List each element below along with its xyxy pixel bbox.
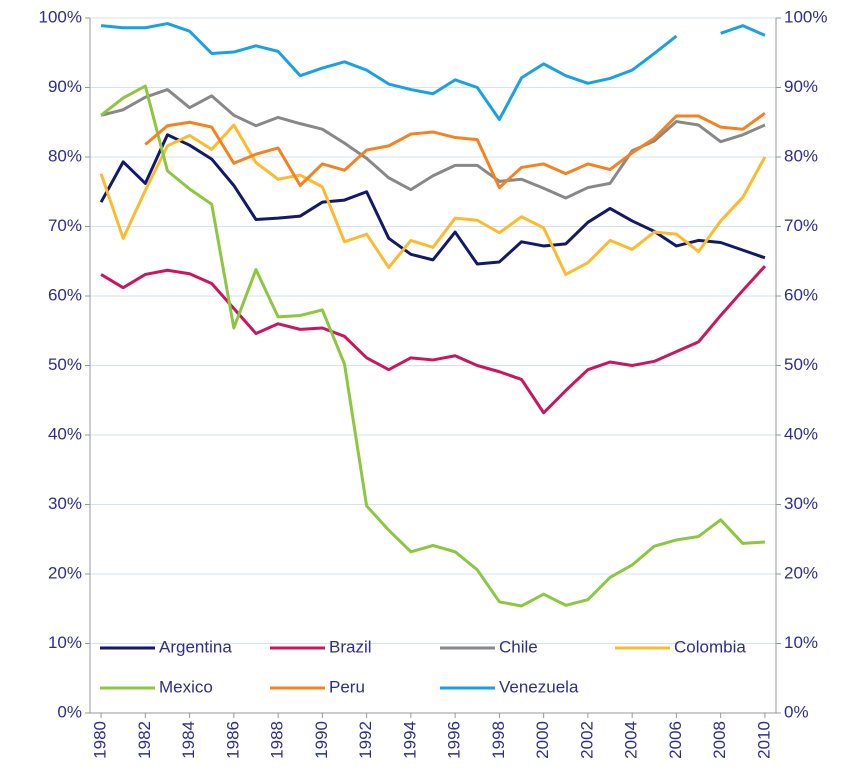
x-tick-label: 1996 bbox=[445, 721, 464, 759]
legend-label: Chile bbox=[499, 637, 538, 656]
x-tick-label: 2004 bbox=[622, 721, 641, 759]
x-tick-label: 2002 bbox=[577, 721, 596, 759]
y-tick-label: 100% bbox=[39, 7, 82, 26]
y-tick-label: 50% bbox=[48, 355, 82, 374]
y2-tick-label: 50% bbox=[784, 355, 818, 374]
y2-tick-label: 20% bbox=[784, 563, 818, 582]
y2-tick-label: 0% bbox=[784, 702, 809, 721]
y2-tick-label: 100% bbox=[784, 7, 827, 26]
x-tick-label: 1998 bbox=[489, 721, 508, 759]
x-tick-label: 1994 bbox=[400, 721, 419, 759]
legend-label: Mexico bbox=[159, 677, 213, 696]
legend-label: Brazil bbox=[329, 637, 372, 656]
y2-tick-label: 40% bbox=[784, 424, 818, 443]
y2-tick-label: 10% bbox=[784, 633, 818, 652]
x-tick-label: 1990 bbox=[312, 721, 331, 759]
series-line bbox=[144, 111, 766, 190]
legend-label: Argentina bbox=[159, 637, 232, 656]
x-tick-label: 2010 bbox=[754, 721, 773, 759]
x-tick-label: 1992 bbox=[356, 721, 375, 759]
series-line bbox=[100, 88, 766, 200]
legend-label: Colombia bbox=[674, 637, 746, 656]
y-tick-label: 70% bbox=[48, 216, 82, 235]
y-tick-label: 80% bbox=[48, 146, 82, 165]
y-tick-label: 30% bbox=[48, 494, 82, 513]
y-tick-label: 90% bbox=[48, 77, 82, 96]
y-tick-label: 20% bbox=[48, 563, 82, 582]
y-tick-label: 0% bbox=[57, 702, 82, 721]
series-line bbox=[99, 123, 767, 276]
y2-tick-label: 90% bbox=[784, 77, 818, 96]
y-tick-label: 10% bbox=[48, 633, 82, 652]
legend-label: Venezuela bbox=[499, 677, 579, 696]
x-tick-label: 2000 bbox=[533, 721, 552, 759]
series-line bbox=[100, 84, 766, 608]
legend-label: Peru bbox=[329, 677, 365, 696]
x-tick-label: 2008 bbox=[710, 721, 729, 759]
x-tick-label: 1986 bbox=[223, 721, 242, 759]
y2-tick-label: 30% bbox=[784, 494, 818, 513]
x-tick-label: 1980 bbox=[91, 721, 110, 759]
y2-tick-label: 70% bbox=[784, 216, 818, 235]
y-tick-label: 40% bbox=[48, 424, 82, 443]
y-tick-label: 60% bbox=[48, 285, 82, 304]
x-tick-label: 1982 bbox=[135, 721, 154, 759]
series-line bbox=[100, 265, 767, 415]
series-line bbox=[100, 22, 766, 121]
x-tick-label: 1984 bbox=[179, 721, 198, 759]
x-tick-label: 2006 bbox=[666, 721, 685, 759]
y2-tick-label: 60% bbox=[784, 285, 818, 304]
x-tick-label: 1988 bbox=[268, 721, 287, 759]
y2-tick-label: 80% bbox=[784, 146, 818, 165]
